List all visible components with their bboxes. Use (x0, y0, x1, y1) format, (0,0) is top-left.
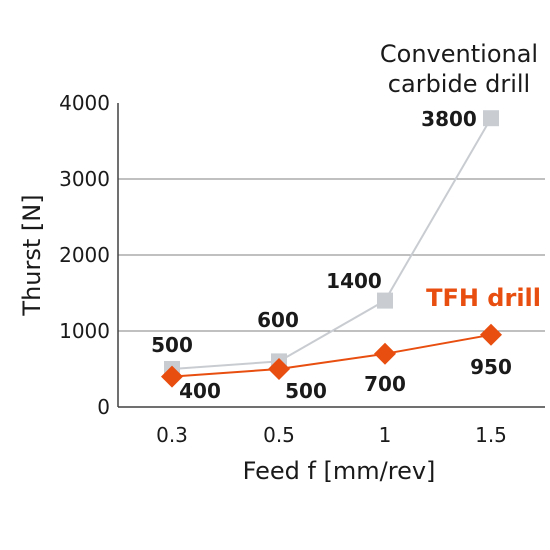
value-label-conventional: 3800 (421, 107, 477, 131)
value-label-conventional: 1400 (326, 269, 382, 293)
series-name-conventional-line2: carbide drill (388, 70, 530, 98)
y-tick-label: 0 (97, 395, 110, 419)
series-1-marker (161, 365, 183, 388)
y-axis-title: Thurst [N] (18, 194, 46, 316)
value-label-conventional: 500 (151, 333, 193, 357)
series-0-marker (483, 110, 499, 127)
y-tick-label: 3000 (59, 167, 110, 191)
x-tick-labels: 0.3 0.5 1 1.5 (156, 423, 507, 447)
y-tick-labels: 0 1000 2000 3000 4000 (59, 91, 110, 419)
value-label-tfh: 500 (285, 379, 327, 403)
series-1-marker (374, 342, 396, 365)
value-label-conventional: 600 (257, 308, 299, 332)
y-tick-label: 4000 (59, 91, 110, 115)
series-1-marker (480, 323, 502, 346)
value-labels-tfh: 400 500 700 950 (179, 355, 512, 403)
series-1-marker (268, 358, 290, 380)
series-name-conventional-line1: Conventional (380, 40, 538, 68)
x-tick-label: 1 (379, 423, 392, 447)
x-tick-label: 0.5 (263, 423, 295, 447)
value-label-tfh: 400 (179, 379, 221, 403)
value-label-tfh: 700 (364, 372, 406, 396)
series-line-1 (171, 333, 492, 378)
x-tick-label: 1.5 (475, 423, 507, 447)
series-name-tfh: TFH drill (426, 284, 541, 312)
series-line-0 (171, 117, 492, 370)
x-axis-title: Feed f [mm/rev] (243, 457, 436, 485)
y-tick-label: 2000 (59, 243, 110, 267)
y-tick-label: 1000 (59, 319, 110, 343)
x-tick-label: 0.3 (156, 423, 188, 447)
value-labels-conventional: 500 600 1400 3800 (151, 107, 477, 357)
series-name-conventional: Conventional carbide drill (380, 40, 538, 98)
series-layer (161, 110, 502, 388)
value-label-tfh: 950 (470, 355, 512, 379)
series-0-marker (377, 292, 393, 309)
